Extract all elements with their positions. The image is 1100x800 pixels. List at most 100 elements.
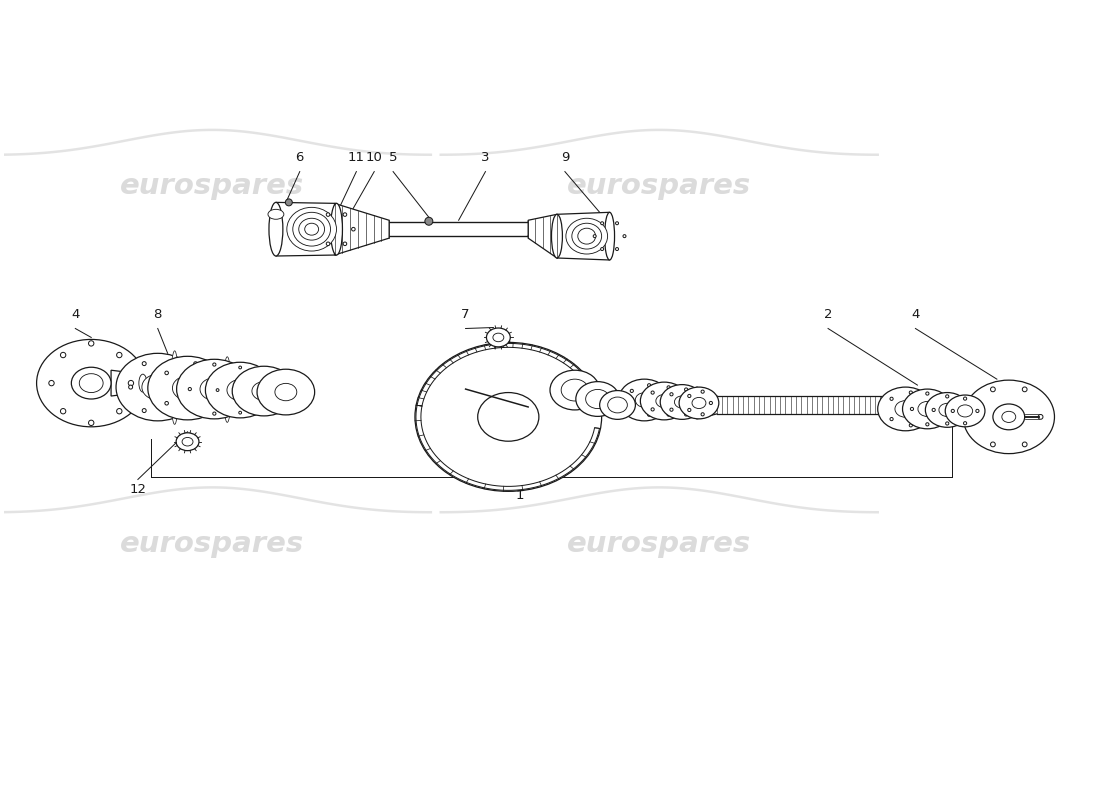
Circle shape <box>688 394 691 398</box>
Ellipse shape <box>206 362 275 418</box>
Ellipse shape <box>607 397 627 413</box>
Ellipse shape <box>415 342 602 491</box>
Circle shape <box>593 234 596 238</box>
Circle shape <box>318 227 321 231</box>
Ellipse shape <box>147 356 228 420</box>
Circle shape <box>932 408 935 411</box>
Circle shape <box>616 222 618 225</box>
Circle shape <box>343 213 346 216</box>
Circle shape <box>165 402 168 405</box>
Polygon shape <box>984 395 993 427</box>
Ellipse shape <box>477 393 539 442</box>
Circle shape <box>129 385 133 389</box>
Ellipse shape <box>550 370 600 410</box>
Text: 7: 7 <box>461 307 470 321</box>
Circle shape <box>630 390 634 393</box>
Polygon shape <box>334 203 389 255</box>
Ellipse shape <box>692 398 706 409</box>
Circle shape <box>890 418 893 421</box>
Circle shape <box>238 387 241 390</box>
Circle shape <box>651 391 654 394</box>
Circle shape <box>1022 442 1027 446</box>
Ellipse shape <box>232 366 296 416</box>
Ellipse shape <box>293 212 330 246</box>
Circle shape <box>601 247 604 250</box>
Ellipse shape <box>330 203 342 255</box>
Circle shape <box>194 411 197 414</box>
Circle shape <box>211 386 216 390</box>
Ellipse shape <box>252 382 276 401</box>
Ellipse shape <box>142 374 174 400</box>
Ellipse shape <box>660 385 704 419</box>
Ellipse shape <box>939 403 956 417</box>
Circle shape <box>117 352 122 358</box>
Ellipse shape <box>1002 411 1015 422</box>
Circle shape <box>990 387 996 392</box>
Circle shape <box>623 234 626 238</box>
Circle shape <box>285 199 293 206</box>
Polygon shape <box>111 370 143 396</box>
Text: 2: 2 <box>824 307 833 321</box>
Ellipse shape <box>257 370 315 415</box>
Ellipse shape <box>636 393 653 407</box>
Circle shape <box>60 352 66 358</box>
Circle shape <box>60 409 66 414</box>
Circle shape <box>684 388 688 391</box>
Text: 12: 12 <box>130 483 146 497</box>
Text: 4: 4 <box>72 307 79 321</box>
Circle shape <box>239 411 242 414</box>
Circle shape <box>676 399 680 402</box>
Circle shape <box>48 381 54 386</box>
Ellipse shape <box>902 389 953 429</box>
Ellipse shape <box>578 228 596 244</box>
Circle shape <box>262 389 264 391</box>
Polygon shape <box>417 343 600 406</box>
Circle shape <box>194 362 197 366</box>
Ellipse shape <box>72 367 111 399</box>
Ellipse shape <box>600 390 636 419</box>
Circle shape <box>169 409 174 413</box>
Ellipse shape <box>575 382 619 416</box>
Circle shape <box>212 363 216 366</box>
Ellipse shape <box>223 357 231 422</box>
Ellipse shape <box>640 382 688 420</box>
Circle shape <box>921 407 924 410</box>
Circle shape <box>142 409 146 413</box>
Ellipse shape <box>925 393 969 427</box>
Text: eurospares: eurospares <box>120 530 305 558</box>
Circle shape <box>212 412 216 415</box>
Circle shape <box>352 227 355 231</box>
Ellipse shape <box>183 438 192 446</box>
Circle shape <box>684 413 688 416</box>
Circle shape <box>701 390 704 394</box>
Ellipse shape <box>679 387 718 419</box>
Ellipse shape <box>895 401 916 418</box>
Ellipse shape <box>957 405 972 417</box>
Circle shape <box>911 407 914 410</box>
Circle shape <box>425 218 432 226</box>
Circle shape <box>990 442 996 446</box>
Circle shape <box>601 222 604 225</box>
Polygon shape <box>557 212 609 260</box>
Ellipse shape <box>561 379 588 401</box>
Circle shape <box>169 362 174 366</box>
Circle shape <box>959 408 962 411</box>
Text: 6: 6 <box>296 150 304 164</box>
Ellipse shape <box>493 333 504 342</box>
Circle shape <box>88 420 94 426</box>
Circle shape <box>1038 414 1043 419</box>
Ellipse shape <box>299 218 324 240</box>
Text: 1: 1 <box>516 490 525 502</box>
Ellipse shape <box>605 212 615 260</box>
Circle shape <box>701 413 704 416</box>
Circle shape <box>117 409 122 414</box>
Circle shape <box>142 362 146 366</box>
Ellipse shape <box>268 210 284 219</box>
Ellipse shape <box>585 390 609 409</box>
Circle shape <box>710 402 713 405</box>
Circle shape <box>670 408 673 411</box>
Circle shape <box>667 413 670 416</box>
Ellipse shape <box>656 394 672 407</box>
Circle shape <box>688 408 691 411</box>
Ellipse shape <box>945 395 984 427</box>
